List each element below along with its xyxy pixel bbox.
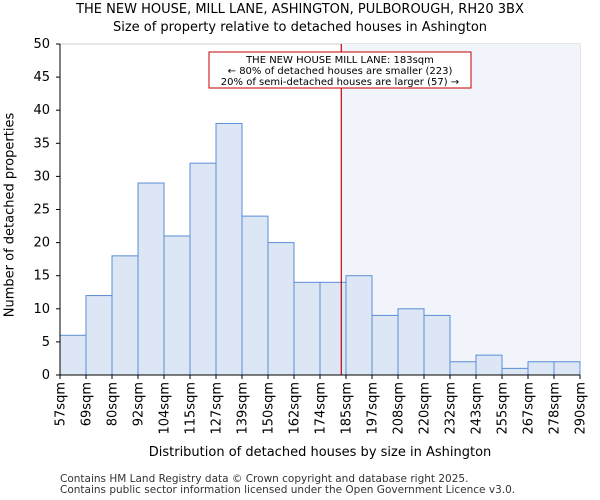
y-tick-label: 0 [42, 368, 50, 383]
annotation-smaller-text: ← 80% of detached houses are smaller (22… [228, 66, 453, 77]
bar-267sqm [527, 361, 555, 376]
footer-copyright: Contains HM Land Registry data © Crown c… [60, 473, 469, 485]
x-tick-label: 290sqm [574, 382, 589, 435]
x-tick-label: 127sqm [210, 382, 225, 435]
bar-127sqm [215, 122, 243, 376]
x-tick-label: 162sqm [288, 382, 303, 435]
bar-232sqm [449, 361, 477, 376]
bar-115sqm [189, 162, 217, 376]
chart-subtitle: Size of property relative to detached ho… [112, 20, 488, 35]
x-tick-label: 267sqm [522, 382, 537, 435]
bar-139sqm [241, 215, 269, 376]
x-tick-label: 104sqm [158, 382, 173, 435]
x-tick-label: 185sqm [340, 382, 355, 435]
footer-licence: Contains public sector information licen… [60, 484, 516, 496]
annotation-property-label: THE NEW HOUSE MILL LANE: 183sqm [245, 55, 434, 66]
bar-197sqm [371, 314, 399, 376]
x-tick-label: 174sqm [314, 382, 329, 435]
annotation-larger-text: 20% of semi-detached houses are larger (… [221, 77, 459, 88]
y-tick-label: 40 [33, 103, 50, 118]
bar-220sqm [423, 314, 451, 376]
bar-150sqm [267, 242, 295, 376]
x-tick-label: 139sqm [236, 382, 251, 435]
x-tick-label: 115sqm [184, 382, 199, 435]
y-tick-label: 30 [33, 169, 50, 184]
y-tick-label: 45 [33, 70, 50, 85]
x-tick-label: 255sqm [496, 382, 511, 435]
x-axis-label: Distribution of detached houses by size … [148, 445, 492, 460]
x-tick-label: 150sqm [262, 382, 277, 435]
y-tick-label: 15 [33, 269, 50, 284]
x-tick-label: 220sqm [418, 382, 433, 435]
bar-174sqm [319, 281, 347, 376]
chart-title: THE NEW HOUSE, MILL LANE, ASHINGTON, PUL… [76, 2, 524, 17]
bar-92sqm [137, 182, 165, 376]
bar-80sqm [111, 255, 139, 376]
bar-208sqm [397, 308, 425, 376]
y-tick-label: 35 [33, 136, 50, 151]
x-tick-label: 80sqm [106, 382, 121, 426]
x-tick-label: 69sqm [80, 382, 95, 426]
y-tick-label: 50 [33, 37, 50, 52]
bar-278sqm [553, 361, 581, 376]
bar-162sqm [293, 281, 321, 376]
x-tick-label: 278sqm [548, 382, 563, 435]
x-tick-label: 197sqm [366, 382, 381, 435]
x-tick-label: 243sqm [470, 382, 485, 435]
x-tick-label: 92sqm [132, 382, 147, 426]
y-tick-label: 20 [33, 236, 50, 251]
x-tick-label: 208sqm [392, 382, 407, 435]
y-tick-label: 25 [33, 203, 50, 218]
bar-243sqm [475, 354, 503, 376]
y-tick-label: 10 [33, 302, 50, 317]
bar-104sqm [163, 235, 191, 376]
x-tick-label: 57sqm [54, 382, 69, 426]
annotation-box [208, 51, 472, 89]
bar-185sqm [345, 275, 373, 376]
bar-255sqm [501, 367, 529, 376]
bar-69sqm [85, 295, 113, 376]
x-tick-label: 232sqm [444, 382, 459, 435]
y-axis-label: Number of detached properties [2, 112, 18, 318]
bar-57sqm [59, 334, 87, 376]
y-tick-label: 5 [42, 335, 50, 350]
